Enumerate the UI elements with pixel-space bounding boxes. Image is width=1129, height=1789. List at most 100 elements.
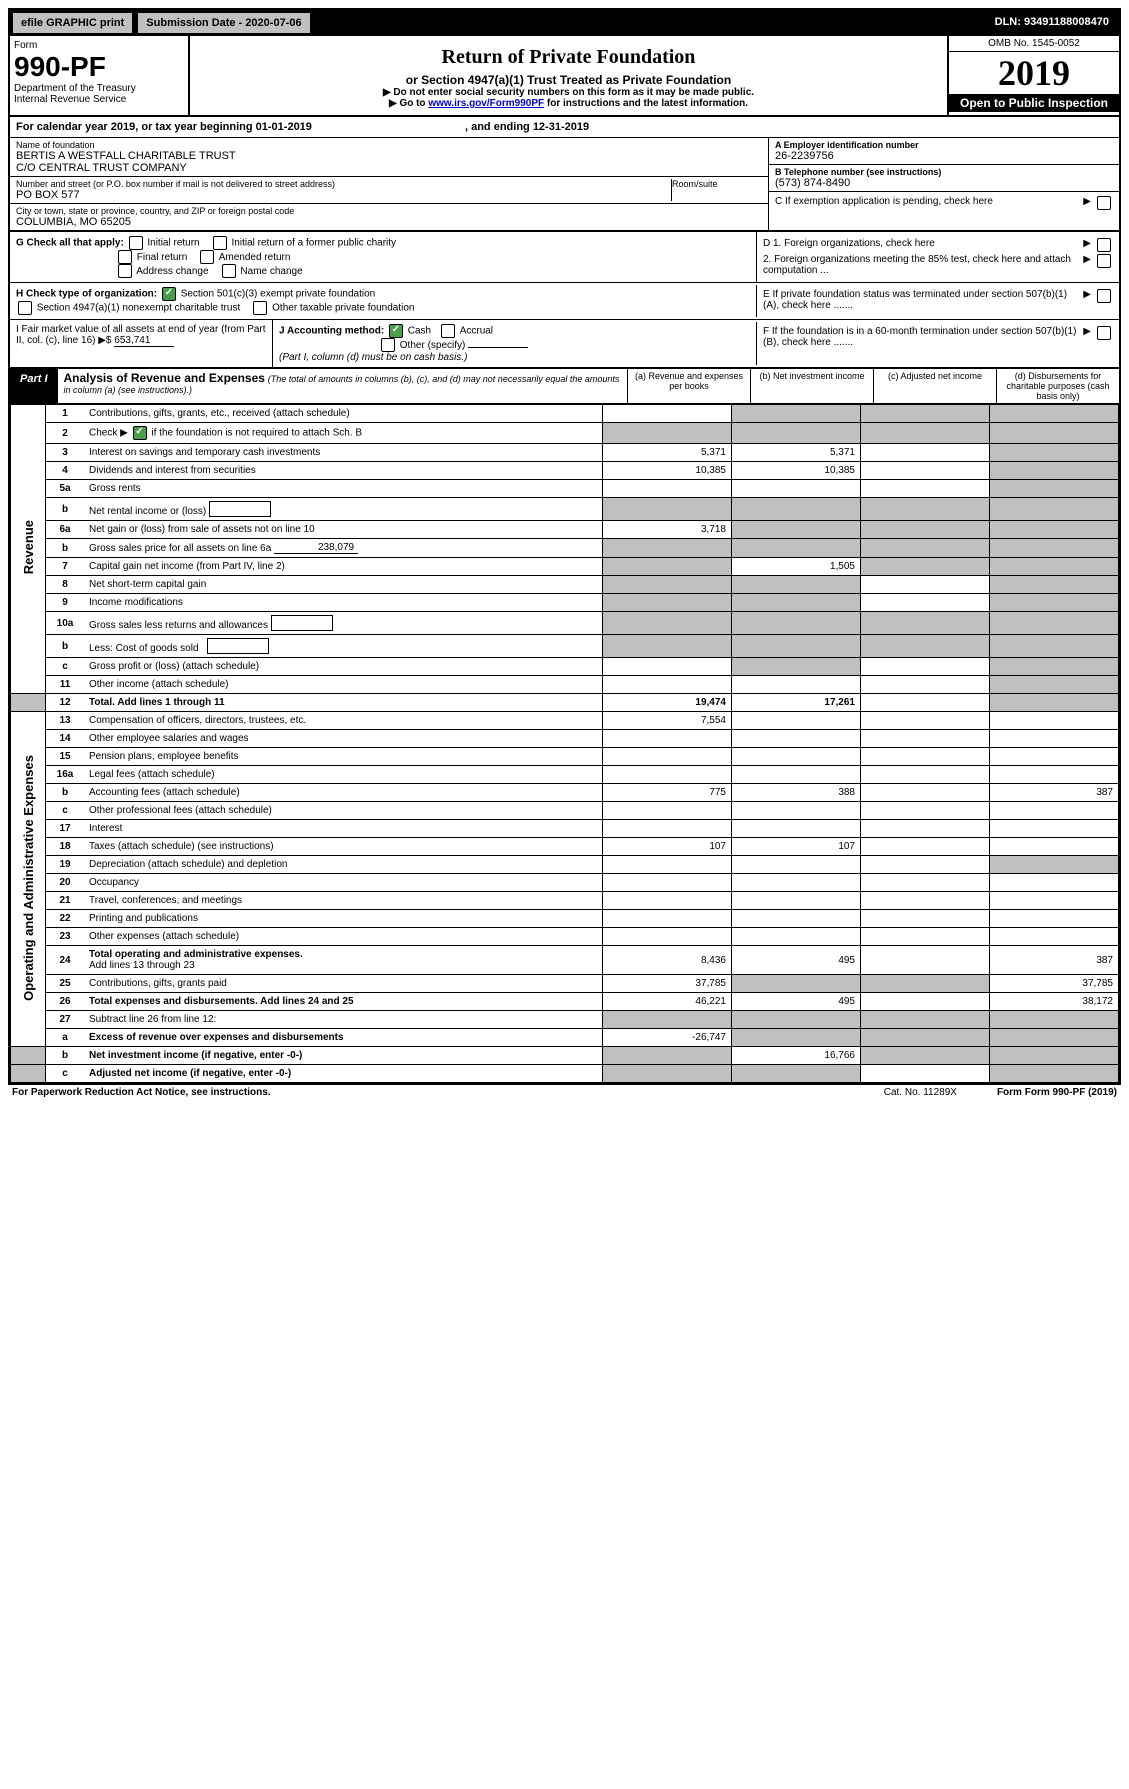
amended-return-checkbox[interactable] [200, 250, 214, 264]
amt-c [861, 802, 990, 820]
h-501c3-checkbox[interactable]: ✓ [162, 287, 176, 301]
amt-d [990, 576, 1119, 594]
address-change-checkbox[interactable] [118, 264, 132, 278]
d1-label: D 1. Foreign organizations, check here [763, 238, 1079, 249]
part1-title: Analysis of Revenue and Expenses [64, 371, 265, 385]
line-desc: Gross profit or (loss) (attach schedule) [84, 658, 603, 676]
room-cell: Room/suite [672, 179, 762, 201]
line-18: 18 Taxes (attach schedule) (see instruct… [11, 838, 1119, 856]
line-desc: Total expenses and disbursements. Add li… [84, 993, 603, 1011]
foundation-name-cell: Name of foundation BERTIS A WESTFALL CHA… [10, 138, 768, 177]
amt-d [990, 766, 1119, 784]
amt-a [603, 539, 732, 558]
amt-b [732, 612, 861, 635]
line-23: 23 Other expenses (attach schedule) [11, 928, 1119, 946]
amt-b [732, 1029, 861, 1047]
line-desc: Gross rents [84, 480, 603, 498]
line-16a: 16a Legal fees (attach schedule) [11, 766, 1119, 784]
top-bar: efile GRAPHIC print Submission Date - 20… [10, 10, 1119, 36]
amt-c [861, 539, 990, 558]
j-cash-checkbox[interactable]: ✓ [389, 324, 403, 338]
line-17: 17 Interest [11, 820, 1119, 838]
amt-d [990, 1047, 1119, 1065]
form-label: Form [14, 40, 184, 51]
amt-b: 107 [732, 838, 861, 856]
line-27a: a Excess of revenue over expenses and di… [11, 1029, 1119, 1047]
side-spacer [11, 1047, 46, 1065]
c-checkbox[interactable] [1097, 196, 1111, 210]
amt-a: -26,747 [603, 1029, 732, 1047]
line-1: Revenue 1 Contributions, gifts, grants, … [11, 405, 1119, 423]
amt-b [732, 802, 861, 820]
line-num: 21 [46, 892, 85, 910]
cat-number: Cat. No. 11289X [884, 1087, 957, 1098]
amt-b: 495 [732, 946, 861, 975]
line-num: 20 [46, 874, 85, 892]
initial-return-checkbox[interactable] [129, 236, 143, 250]
paperwork-notice: For Paperwork Reduction Act Notice, see … [12, 1087, 271, 1098]
h-other-checkbox[interactable] [253, 301, 267, 315]
amt-b [732, 594, 861, 612]
line-num: 26 [46, 993, 85, 1011]
amt-d [990, 1029, 1119, 1047]
line-num: 9 [46, 594, 85, 612]
final-return-checkbox[interactable] [118, 250, 132, 264]
phone-value: (573) 874-8490 [775, 177, 1113, 189]
line-27c: c Adjusted net income (if negative, ente… [11, 1065, 1119, 1083]
amt-c [861, 730, 990, 748]
form-number: 990-PF [14, 51, 184, 83]
amt-a [603, 635, 732, 658]
efile-badge: efile GRAPHIC print [12, 12, 133, 34]
line-16b: b Accounting fees (attach schedule) 775 … [11, 784, 1119, 802]
amt-a: 107 [603, 838, 732, 856]
j-other-checkbox[interactable] [381, 338, 395, 352]
city-cell: City or town, state or province, country… [10, 204, 768, 230]
f-checkbox[interactable] [1097, 326, 1111, 340]
line-26: 26 Total expenses and disbursements. Add… [11, 993, 1119, 1011]
initial-former-checkbox[interactable] [213, 236, 227, 250]
amt-a [603, 1011, 732, 1029]
line-4: 4 Dividends and interest from securities… [11, 462, 1119, 480]
amt-a [603, 405, 732, 423]
amt-c [861, 748, 990, 766]
line2-checkbox[interactable]: ✓ [133, 426, 147, 440]
amt-b [732, 730, 861, 748]
amt-d [990, 558, 1119, 576]
line-num: 24 [46, 946, 85, 975]
f-label: F If the foundation is in a 60-month ter… [763, 326, 1079, 348]
amt-a: 46,221 [603, 993, 732, 1011]
j-accrual-checkbox[interactable] [441, 324, 455, 338]
j-note: (Part I, column (d) must be on cash basi… [279, 352, 467, 363]
d1-checkbox[interactable] [1097, 238, 1111, 252]
line-desc: Check ▶ ✓ if the foundation is not requi… [84, 423, 603, 444]
line-num: 16a [46, 766, 85, 784]
street-value: PO BOX 577 [16, 189, 671, 201]
h-4947-checkbox[interactable] [18, 301, 32, 315]
line-desc: Net rental income or (loss) [84, 498, 603, 521]
amt-b [732, 498, 861, 521]
section-h: H Check type of organization: ✓ Section … [10, 283, 756, 319]
initial-former-label: Initial return of a former public charit… [232, 238, 397, 249]
d2-checkbox[interactable] [1097, 254, 1111, 268]
amt-c [861, 594, 990, 612]
name-change-checkbox[interactable] [222, 264, 236, 278]
irs-link[interactable]: www.irs.gov/Form990PF [428, 98, 544, 109]
e-checkbox[interactable] [1097, 289, 1111, 303]
line-9: 9 Income modifications [11, 594, 1119, 612]
amt-d [990, 874, 1119, 892]
footer: For Paperwork Reduction Act Notice, see … [8, 1085, 1121, 1100]
amt-b [732, 1011, 861, 1029]
amt-a [603, 576, 732, 594]
amt-d: 387 [990, 784, 1119, 802]
amt-b [732, 975, 861, 993]
line-desc: Adjusted net income (if negative, enter … [84, 1065, 603, 1083]
amt-d [990, 658, 1119, 676]
amt-d [990, 856, 1119, 874]
amt-c [861, 480, 990, 498]
omb-number: OMB No. 1545-0052 [949, 36, 1119, 52]
line-10c: c Gross profit or (loss) (attach schedul… [11, 658, 1119, 676]
ein-cell: A Employer identification number 26-2239… [769, 138, 1119, 165]
amt-a: 775 [603, 784, 732, 802]
h-label: H Check type of organization: [16, 289, 157, 300]
warn2-pre: ▶ Go to [389, 98, 428, 109]
